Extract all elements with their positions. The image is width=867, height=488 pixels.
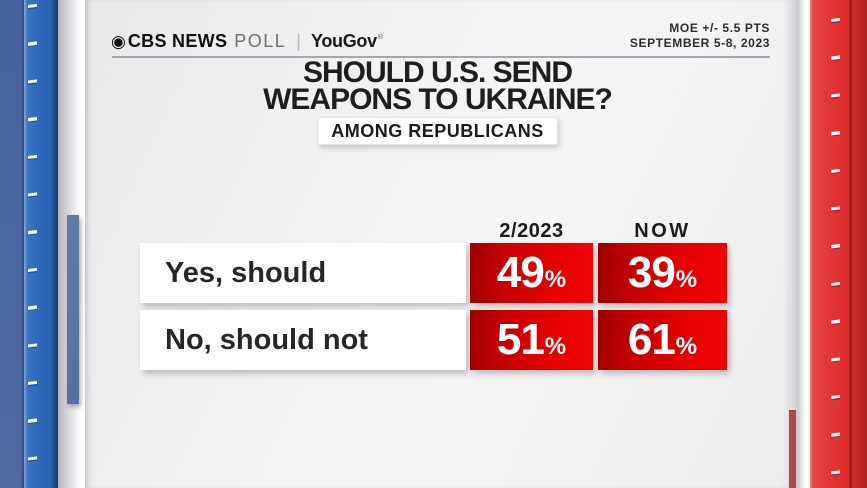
- column-header-now: NOW: [634, 220, 691, 242]
- header-divider: [112, 56, 770, 58]
- moe-text: MOE +/- 5.5 PTS: [669, 21, 770, 35]
- value-cell-yes-now: 39%: [598, 243, 727, 303]
- value-number: 49: [496, 248, 545, 297]
- stitch-marks-right: [831, 0, 840, 488]
- right-gray-band: [790, 0, 810, 488]
- title-line-1: SHOULD U.S. SEND: [302, 56, 573, 89]
- value-number: 61: [627, 315, 676, 364]
- value-cell-no-2023: 51%: [470, 310, 593, 370]
- poll-table: 2/2023 NOW Yes, should 49% 39% No, shoul…: [140, 219, 728, 370]
- table-row-yes: Yes, should 49% 39%: [140, 243, 728, 303]
- column-header-feb-2023: 2/2023: [499, 220, 564, 242]
- page-title: SHOULD U.S. SEND WEAPONS TO UKRAINE?: [85, 56, 790, 116]
- brand-yougov: YouGov: [310, 31, 377, 51]
- left-blue-accent-strip: [67, 215, 79, 404]
- percent-sign: %: [675, 333, 698, 360]
- subtitle-badge: AMONG REPUBLICANS: [317, 117, 558, 145]
- poll-meta: MOE +/- 5.5 PTS SEPTEMBER 5-8, 2023: [630, 21, 770, 51]
- table-row-no: No, should not 51% 61%: [140, 310, 728, 370]
- value-number: 39: [627, 248, 676, 297]
- trademark-icon: ®: [377, 34, 384, 41]
- percent-sign: %: [675, 266, 698, 293]
- right-red-bar: [810, 0, 867, 488]
- stitch-marks-left: [28, 0, 37, 488]
- percent-sign: %: [544, 333, 567, 360]
- left-blue-bar: [24, 0, 58, 488]
- left-blue-outer-bar: [0, 0, 24, 488]
- brand-poll: POLL: [234, 31, 287, 51]
- title-line-2: WEAPONS TO UKRAINE?: [263, 83, 613, 116]
- row-label-yes: Yes, should: [140, 243, 466, 303]
- brand-row: ◉ CBS NEWS POLL | YouGov ®: [111, 31, 383, 52]
- cbs-eye-icon: ◉: [111, 32, 126, 51]
- value-cell-no-now: 61%: [598, 310, 727, 370]
- brand-separator: |: [296, 31, 301, 51]
- table-header-row: 2/2023 NOW: [140, 219, 728, 241]
- date-text: SEPTEMBER 5-8, 2023: [629, 36, 770, 50]
- value-cell-yes-2023: 49%: [470, 243, 593, 303]
- content-panel: ◉ CBS NEWS POLL | YouGov ® MOE +/- 5.5 P…: [85, 0, 790, 488]
- percent-sign: %: [544, 266, 567, 293]
- value-number: 51: [496, 315, 545, 364]
- row-label-no: No, should not: [140, 310, 466, 370]
- right-red-accent-strip: [789, 410, 796, 488]
- brand-cbs-news: CBS NEWS: [127, 31, 228, 51]
